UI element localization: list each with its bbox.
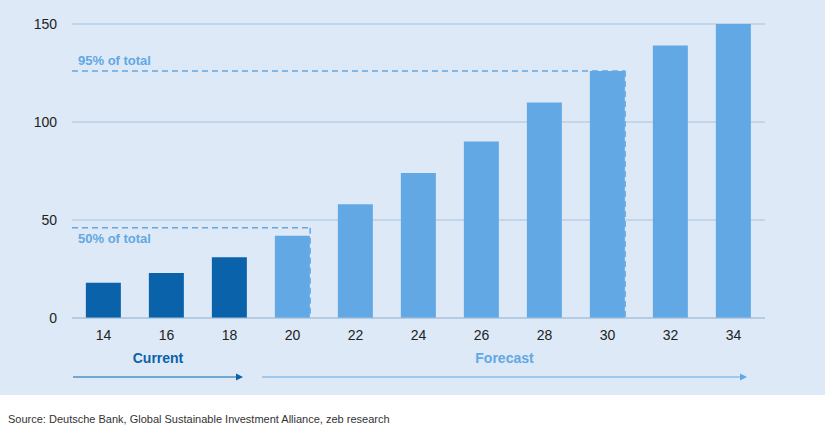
svg-text:50% of total: 50% of total	[78, 231, 151, 246]
svg-text:16: 16	[159, 327, 175, 343]
svg-text:100: 100	[34, 114, 58, 130]
svg-text:0: 0	[49, 310, 57, 326]
svg-text:Current: Current	[133, 350, 184, 366]
svg-text:95% of total: 95% of total	[78, 53, 151, 68]
svg-text:18: 18	[222, 327, 238, 343]
svg-text:34: 34	[726, 327, 742, 343]
svg-text:150: 150	[34, 16, 58, 32]
svg-text:50: 50	[41, 212, 57, 228]
svg-text:20: 20	[285, 327, 301, 343]
svg-text:Forecast: Forecast	[475, 350, 534, 366]
svg-text:26: 26	[474, 327, 490, 343]
svg-text:28: 28	[537, 327, 553, 343]
html-text:Source: Deutsche Bank, Global: Source: Deutsche Bank, Global Sustainabl…	[8, 413, 390, 425]
svg-text:32: 32	[663, 327, 679, 343]
svg-text:30: 30	[600, 327, 616, 343]
svg-text:22: 22	[348, 327, 364, 343]
svg-text:24: 24	[411, 327, 427, 343]
svg-text:14: 14	[96, 327, 112, 343]
